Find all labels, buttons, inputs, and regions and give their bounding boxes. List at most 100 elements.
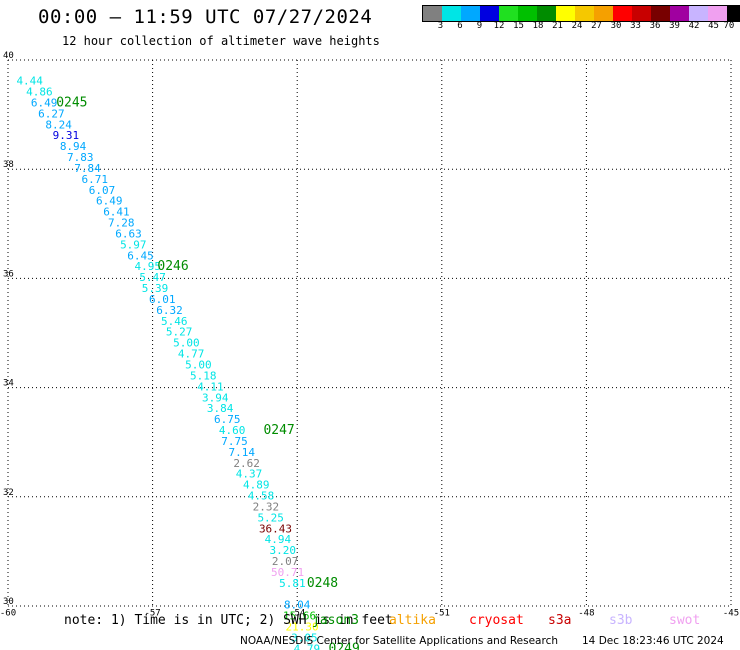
satellite-s3b: s3b: [609, 613, 633, 628]
page-title: 00:00 – 11:59 UTC 07/27/2024: [38, 6, 373, 28]
legend-label: 24: [571, 21, 583, 31]
wave-height-value: 8.04: [284, 599, 311, 612]
wave-height-value: 7.28: [108, 217, 135, 230]
legend-swatch-0: [423, 6, 442, 21]
wave-height-value: 9.31: [53, 129, 80, 142]
legend-label: 21: [552, 21, 563, 31]
legend-label: 33: [630, 21, 641, 31]
wave-height-value: 5.18: [190, 369, 217, 382]
legend-label: 45: [708, 21, 719, 31]
legend-label: 3: [437, 21, 444, 31]
legend-swatch-5: [518, 6, 537, 21]
wave-height-value: 4.89: [243, 479, 270, 492]
time-labels: 0245 0246 0247 0248 0249: [56, 95, 360, 650]
axis-ticks: -60 -57 -54 -51 -48 -45 30 32 34 36 38 40: [0, 51, 739, 619]
legend-label: 12: [493, 21, 505, 31]
wave-height-value: 5.46: [161, 315, 188, 328]
satellite-s3a: s3a: [548, 613, 572, 628]
credit-text: NOAA/NESDIS Center for Satellite Applica…: [240, 635, 558, 647]
wave-height-value: 5.25: [257, 511, 284, 524]
wave-height-value: 2.32: [253, 500, 280, 513]
pass-time-label: 0247: [263, 423, 294, 438]
x-tick-label: -60: [0, 609, 16, 619]
legend-swatch-16: [727, 6, 740, 21]
wave-height-value: 5.00: [173, 337, 200, 350]
wave-height-value: 50.71: [271, 566, 304, 579]
wave-height-value: 6.49: [96, 195, 123, 208]
legend-label: 6: [457, 21, 463, 31]
pass-time-label: 0249: [329, 641, 360, 650]
legend-swatch-3: [480, 6, 499, 21]
legend-swatch-1: [442, 6, 461, 21]
x-tick-label: -57: [144, 609, 160, 619]
wave-height-value: 6.45: [127, 249, 154, 262]
legend-swatch-4: [499, 6, 518, 21]
legend-swatch-15: [708, 6, 727, 21]
wave-height-value: 5.97: [120, 238, 147, 251]
wave-height-value: 6.63: [115, 227, 142, 240]
wave-height-value: 4.95: [135, 260, 162, 273]
wave-height-value: 4.79: [294, 642, 321, 650]
y-tick-label: 40: [3, 51, 14, 61]
wave-height-value: 3.94: [202, 391, 229, 404]
wave-height-value: 7.84: [74, 162, 101, 175]
legend-label: 39: [669, 21, 680, 31]
legend-swatch-9: [594, 6, 613, 21]
legend-label: 30: [610, 21, 622, 31]
page-subtitle: 12 hour collection of altimeter wave hei…: [62, 34, 380, 48]
footer-note: note: 1) Time is in UTC; 2) SWH is in fe…: [64, 613, 393, 628]
x-tick-label: -48: [578, 609, 594, 619]
wave-height-value: 4.86: [26, 85, 53, 98]
wave-height-value: 6.41: [103, 206, 130, 219]
wave-height-value: 21.30: [285, 621, 318, 634]
wave-height-value: 3.84: [207, 402, 234, 415]
satellite-jason3: jason3: [312, 613, 359, 628]
wave-height-value: 6.71: [82, 173, 109, 186]
legend-swatch-6: [537, 6, 556, 21]
legend-label: 70 (ft): [723, 21, 740, 31]
wave-height-value: 4.11: [197, 380, 224, 393]
legend-swatch-7: [556, 6, 575, 21]
wave-height-value: 4.94: [265, 533, 292, 546]
wave-height-value: 7.14: [229, 446, 256, 459]
wave-height-value: 2.07: [272, 555, 299, 568]
wave-height-value: 8.24: [45, 118, 72, 131]
satellite-altika: altika: [389, 613, 436, 628]
legend-swatch-13: [670, 6, 689, 21]
wave-height-value: 4.60: [219, 424, 246, 437]
legend-swatch-12: [651, 6, 670, 21]
pass-time-label: 0245: [56, 95, 87, 110]
legend-label: 9: [476, 21, 483, 31]
legend-swatch-11: [632, 6, 651, 21]
wave-height-value: 3.05: [291, 631, 318, 644]
x-tick-label: -51: [434, 609, 450, 619]
legend-swatch-14: [689, 6, 708, 21]
wave-height-value: 4.44: [16, 75, 43, 88]
wave-height-value: 6.49: [31, 96, 58, 109]
wave-height-value: 7.83: [67, 151, 94, 164]
satellite-cryosat: cryosat: [469, 613, 524, 628]
wave-height-value: 5.47: [139, 271, 166, 284]
wave-height-value: 3.20: [269, 544, 296, 557]
y-tick-label: 36: [3, 269, 14, 279]
wave-height-value: 4.37: [236, 468, 263, 481]
satellite-swot: swot: [669, 613, 701, 628]
legend-label: 15: [513, 21, 524, 31]
wave-height-points: 4.444.866.496.278.249.318.947.837.846.71…: [16, 75, 320, 650]
legend-label: 27: [591, 21, 602, 31]
legend-label: 36: [649, 21, 661, 31]
y-tick-label: 30: [3, 597, 14, 607]
wave-height-value: 4.77: [178, 348, 205, 361]
y-tick-label: 34: [3, 379, 14, 389]
wave-height-value: 5.27: [166, 326, 193, 339]
wave-height-value: 2.62: [233, 457, 260, 470]
pass-time-label: 0246: [157, 259, 188, 274]
generated-timestamp: 14 Dec 18:23:46 UTC 2024: [582, 635, 724, 647]
x-tick-label: -45: [723, 609, 739, 619]
y-tick-label: 38: [3, 160, 14, 170]
map-grid: [7, 59, 732, 607]
wave-height-value: 15.66: [283, 610, 316, 623]
legend-label: 18: [532, 21, 544, 31]
wave-height-value: 5.00: [185, 358, 212, 371]
